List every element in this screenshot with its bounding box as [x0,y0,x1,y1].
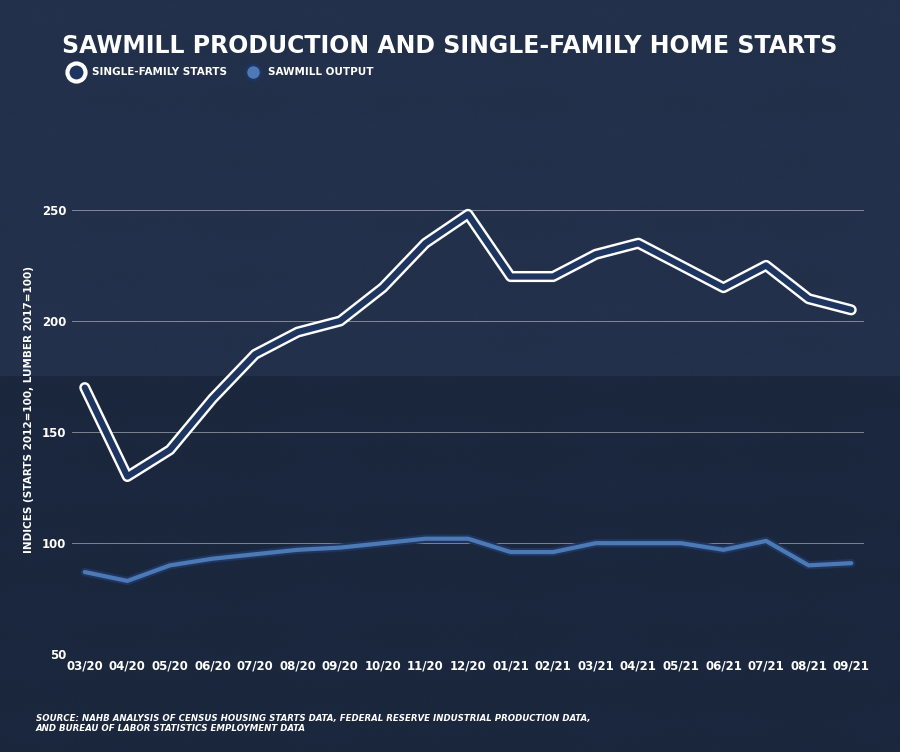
Text: SOURCE: NAHB ANALYSIS OF CENSUS HOUSING STARTS DATA, FEDERAL RESERVE INDUSTRIAL : SOURCE: NAHB ANALYSIS OF CENSUS HOUSING … [36,714,590,733]
Y-axis label: INDICES (STARTS 2012=100, LUMBER 2017=100): INDICES (STARTS 2012=100, LUMBER 2017=10… [23,266,33,553]
Text: SAWMILL PRODUCTION AND SINGLE-FAMILY HOME STARTS: SAWMILL PRODUCTION AND SINGLE-FAMILY HOM… [62,34,838,58]
Legend: SINGLE-FAMILY STARTS, SAWMILL OUTPUT: SINGLE-FAMILY STARTS, SAWMILL OUTPUT [61,63,378,81]
